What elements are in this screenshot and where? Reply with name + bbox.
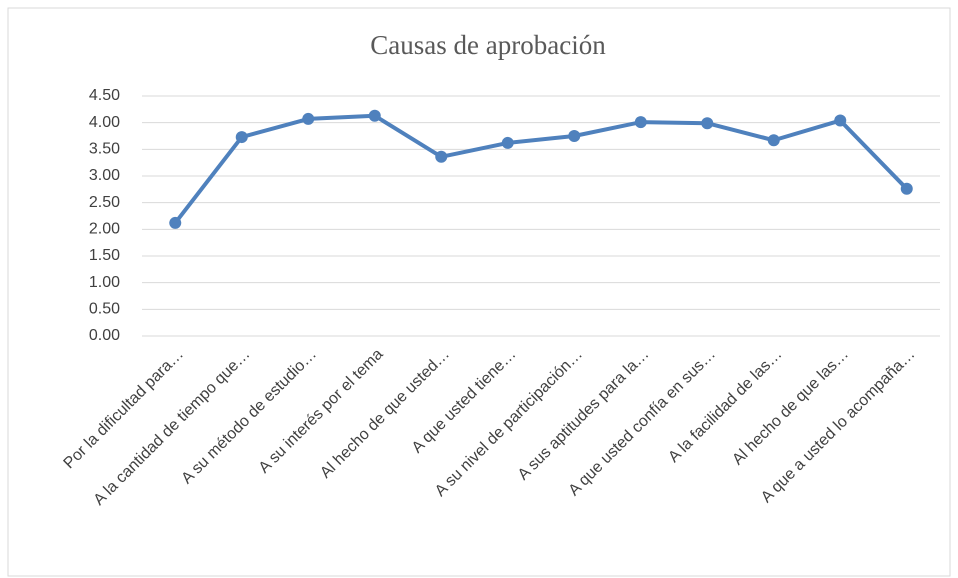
- series-line: [173, 113, 909, 225]
- chart-border: [7, 7, 951, 577]
- point: [235, 131, 248, 144]
- point: [701, 117, 714, 130]
- point: [368, 109, 381, 122]
- point: [501, 136, 514, 149]
- point: [169, 216, 182, 229]
- y-tick-label: 1.50: [89, 247, 120, 264]
- y-tick-label: 4.00: [89, 114, 120, 131]
- point: [634, 116, 647, 129]
- point: [302, 112, 315, 125]
- y-tick-label: 3.00: [89, 167, 120, 184]
- chart-title: Causas de aprobación: [370, 30, 606, 60]
- y-tick-label: 2.00: [89, 221, 120, 238]
- y-tick-label: 0.50: [89, 301, 120, 318]
- point: [900, 182, 913, 195]
- y-tick-label: 1.00: [89, 274, 120, 291]
- y-tick-label: 2.50: [89, 194, 120, 211]
- y-tick-label: 4.50: [89, 87, 120, 104]
- point: [834, 114, 847, 127]
- point: [568, 130, 581, 142]
- point: [767, 134, 780, 147]
- y-tick-label: 0.00: [89, 327, 120, 344]
- y-tick-label: 3.50: [89, 141, 120, 158]
- point: [435, 150, 448, 163]
